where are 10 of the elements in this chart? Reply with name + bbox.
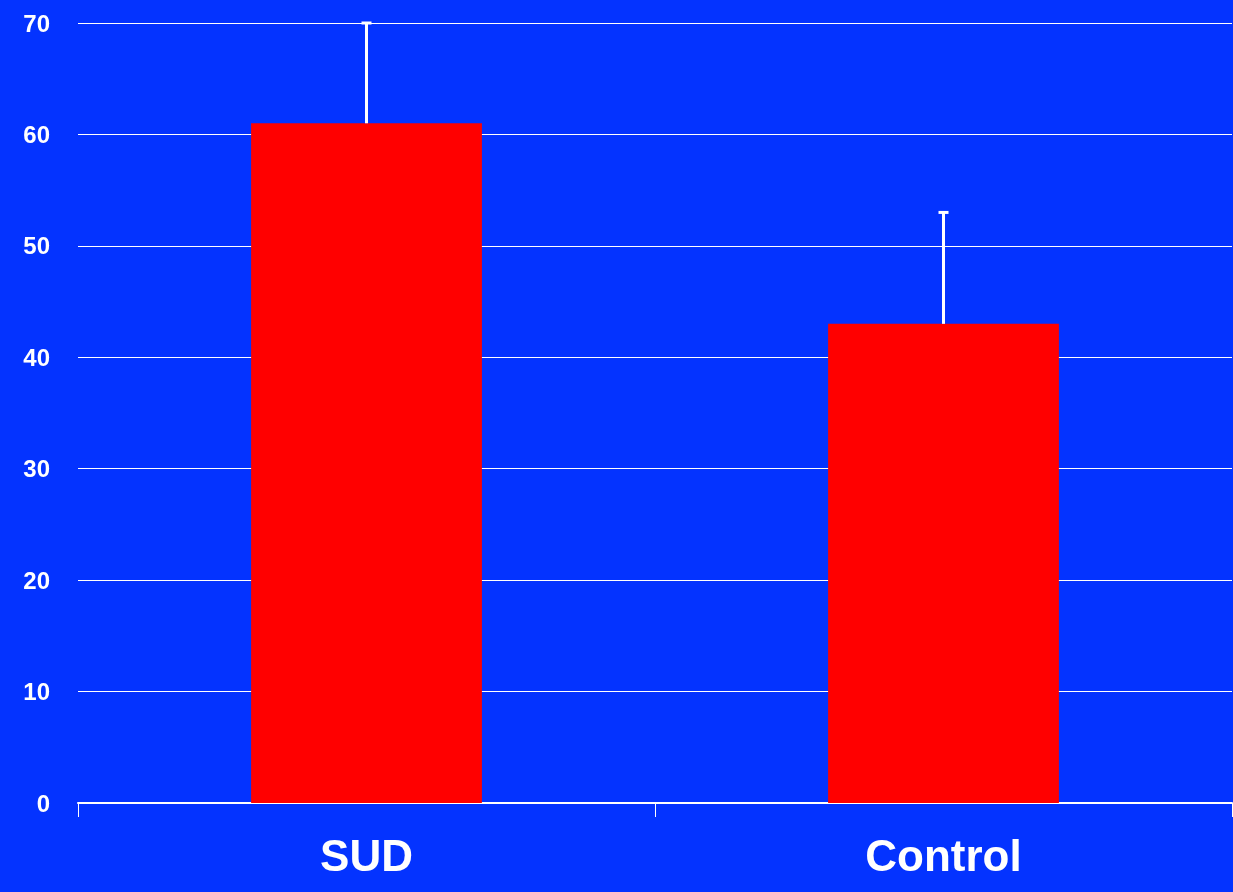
x-tick-label: SUD [320,830,413,880]
y-tick-label: 0 [36,789,50,817]
y-tick-label: 60 [23,120,50,148]
y-tick-label: 30 [23,455,50,483]
y-tick-label: 10 [23,678,50,706]
y-tick-label: 20 [23,566,50,594]
y-tick-label: 40 [23,343,50,371]
x-tick-label: Control [865,830,1022,880]
y-tick-label: 50 [23,232,50,260]
y-tick-label: 70 [23,9,50,37]
